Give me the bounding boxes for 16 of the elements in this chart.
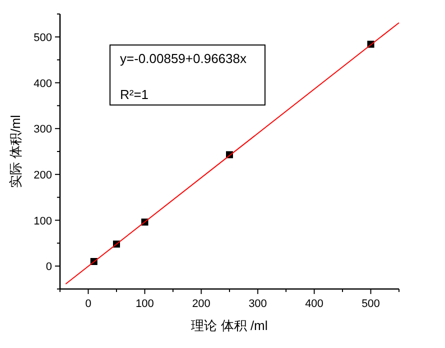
x-tick-label: 100 — [136, 298, 154, 310]
y-tick-label: 0 — [46, 261, 52, 274]
x-tick-label: 200 — [192, 298, 210, 310]
y-tick-label: 400 — [34, 78, 52, 90]
annotation: R²=1 — [120, 87, 149, 102]
x-tick-label: 0 — [85, 298, 92, 310]
y-tick-label: 100 — [34, 215, 52, 228]
y-tick-label: 300 — [34, 124, 52, 136]
x-tick-label: 400 — [305, 298, 324, 310]
x-tick-label: 300 — [248, 298, 267, 310]
y-tick-label: 200 — [34, 169, 52, 182]
y-axis-title: 实际 体积/ml — [8, 114, 23, 188]
x-axis-title: 理论 体积 /ml — [191, 318, 268, 333]
annotation: y=-0.00859+0.96638x — [120, 51, 247, 66]
y-tick-label: 500 — [34, 32, 52, 44]
x-tick-label: 500 — [362, 298, 380, 310]
